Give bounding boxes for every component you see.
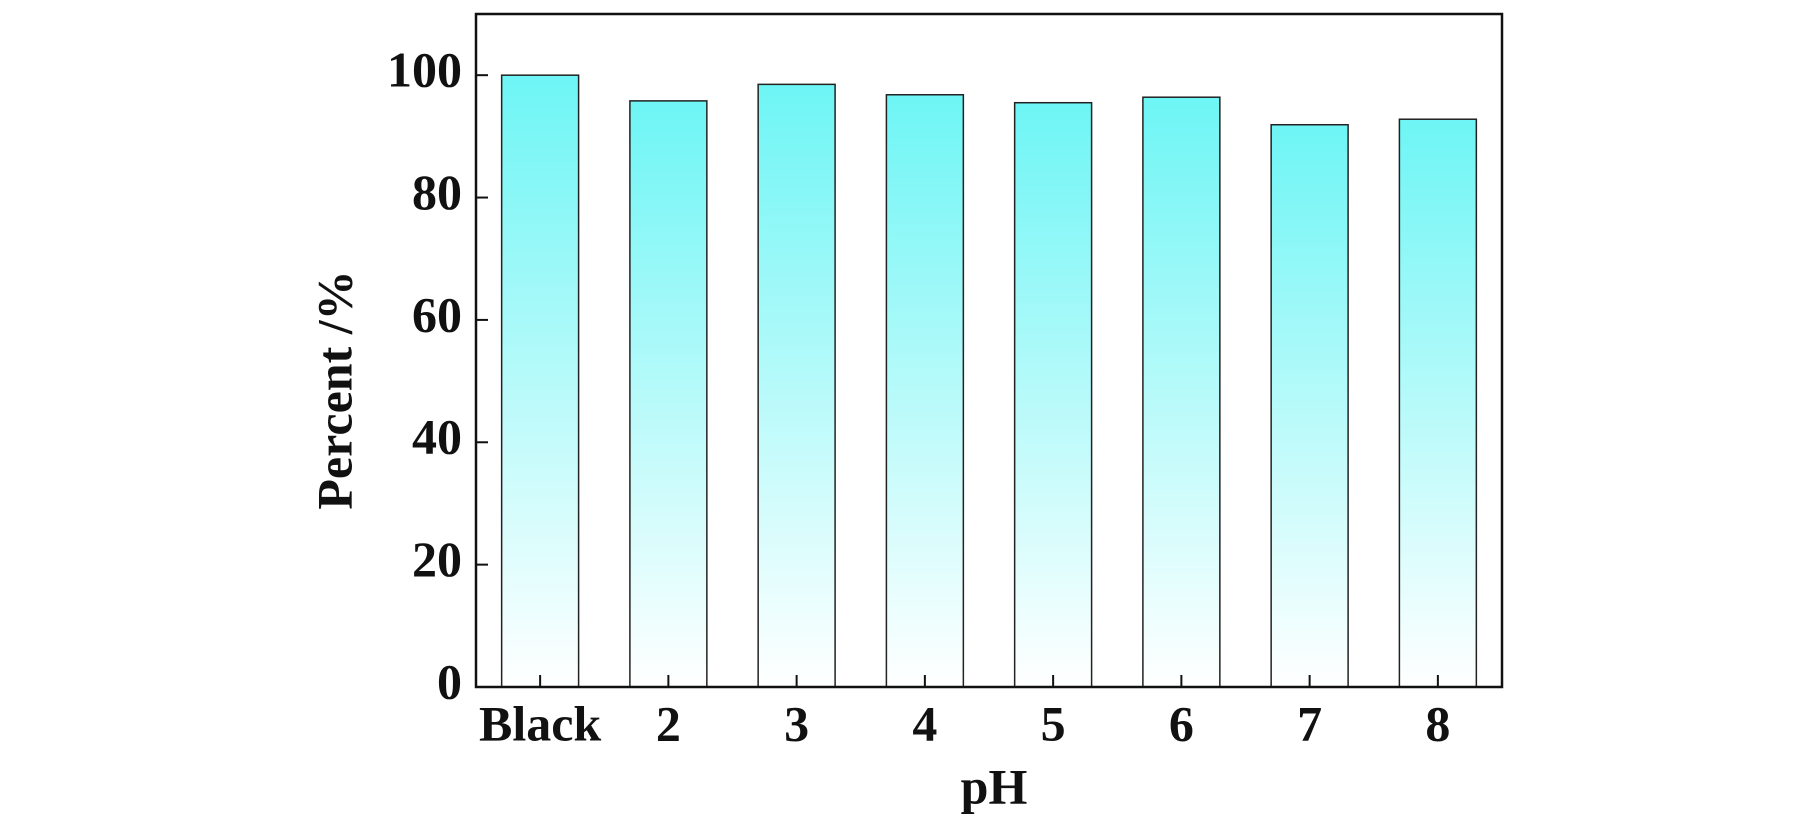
x-tick-label: 5 (1041, 695, 1066, 751)
bar (885, 94, 965, 688)
bar (500, 74, 580, 688)
y-tick-label: 80 (412, 164, 462, 220)
x-tick-label: 3 (784, 695, 809, 751)
plot-frame (474, 12, 1504, 689)
x-tick-label: Black (479, 695, 601, 751)
x-tick-label: 4 (912, 695, 937, 751)
y-tick-label: 40 (412, 409, 462, 465)
bar (757, 83, 836, 688)
bar (1142, 96, 1221, 688)
bar (1270, 123, 1349, 688)
x-tick-label: 6 (1169, 695, 1194, 751)
y-tick-label: 60 (412, 286, 462, 342)
y-tick-label: 100 (387, 42, 462, 98)
y-tick-label: 0 (437, 653, 462, 709)
x-axis-label: pH (961, 758, 1028, 814)
x-tick-label: 2 (656, 695, 681, 751)
bar (1398, 118, 1478, 688)
x-tick-label: 7 (1297, 695, 1322, 751)
x-tick-label: 8 (1425, 695, 1450, 751)
y-tick-label: 20 (412, 531, 462, 587)
y-axis-label: Percent /% (306, 270, 362, 509)
bar (629, 100, 708, 688)
bar (1013, 101, 1093, 688)
